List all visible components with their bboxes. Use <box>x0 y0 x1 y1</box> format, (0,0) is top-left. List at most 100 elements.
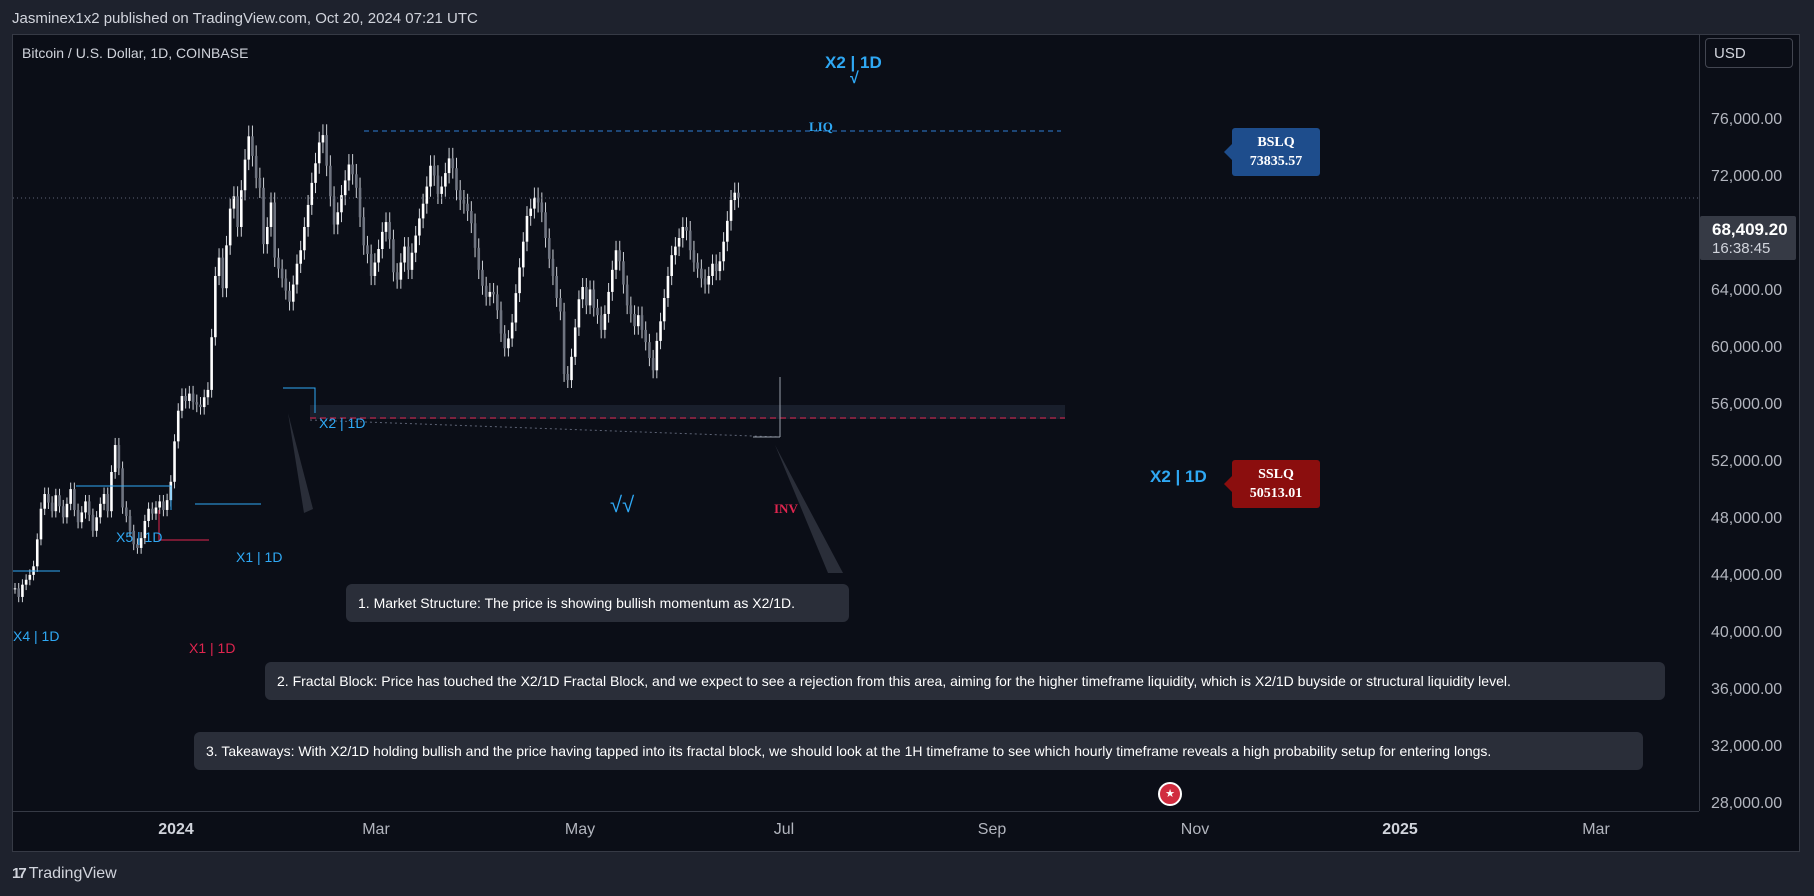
candle-body <box>35 539 39 567</box>
note2-pointer <box>775 445 843 573</box>
note-market-structure: 1. Market Structure: The price is showin… <box>346 584 849 622</box>
candle-body <box>247 136 251 160</box>
bslq-badge: BSLQ 73835.57 <box>1224 128 1320 176</box>
candle-body <box>195 402 199 405</box>
candle-body <box>507 338 510 349</box>
candle-body <box>544 212 547 239</box>
candle-body <box>321 135 325 143</box>
candle-body <box>139 538 143 548</box>
candle-body <box>58 495 61 507</box>
candle-body <box>17 588 21 597</box>
candle-body <box>65 503 69 518</box>
us-flag-event-icon[interactable]: ★ <box>1158 782 1182 806</box>
candle-body <box>73 489 76 510</box>
sslq-title: SSLQ <box>1258 467 1294 482</box>
candle-body <box>444 173 447 187</box>
candle-body <box>176 410 180 442</box>
candle-body <box>629 305 633 314</box>
candle-body <box>714 263 718 272</box>
time-axis[interactable] <box>13 811 1699 852</box>
candle-body <box>599 315 603 330</box>
candle-body <box>240 190 243 227</box>
candle-body <box>559 298 562 312</box>
candle-body <box>510 322 514 339</box>
x-tick-label: Sep <box>977 821 1007 838</box>
inv-label: INV <box>774 501 798 516</box>
candle-body <box>503 333 507 349</box>
tradingview-logo-icon: 17 <box>12 865 27 882</box>
candle-body <box>607 291 610 314</box>
candle-body <box>373 262 377 276</box>
candle-body <box>87 501 91 515</box>
sslq-value: 50513.01 <box>1249 486 1303 501</box>
candle-body <box>662 298 666 322</box>
candle-body <box>425 186 429 204</box>
candle-body <box>470 211 473 224</box>
brand-name: TradingView <box>28 865 117 882</box>
candle-body <box>199 404 202 408</box>
liq-label: LIQ <box>809 119 833 134</box>
chart-area[interactable] <box>13 35 1699 811</box>
candle-body <box>551 258 555 276</box>
candle-body <box>84 501 87 513</box>
currency-selector[interactable]: USD <box>1705 38 1793 68</box>
candle-body <box>581 287 584 300</box>
price-axis[interactable] <box>1699 35 1800 811</box>
candle-body <box>573 327 577 357</box>
candle-body <box>711 263 714 276</box>
y-tick-label: 72,000.00 <box>1711 168 1783 185</box>
candle-body <box>202 397 206 408</box>
x-tick-label: Jul <box>773 821 795 838</box>
candle-body <box>80 512 84 523</box>
candle-body <box>625 284 629 306</box>
candle-body <box>488 291 492 297</box>
candle-body <box>295 263 299 285</box>
candle-body <box>288 290 291 302</box>
candle-body <box>603 313 607 330</box>
candle-body <box>154 507 158 514</box>
publish-bar: Jasminex1x2 published on TradingView.com… <box>0 0 1814 34</box>
candle-body <box>351 164 354 175</box>
candle-body <box>685 226 688 231</box>
x5-tag: X5 | 1D <box>116 529 163 545</box>
candle-body <box>277 257 280 269</box>
candle-body <box>355 174 358 188</box>
candle-body <box>50 502 54 512</box>
candle-body <box>95 517 98 531</box>
candle-body <box>184 396 187 401</box>
last-price-tag: 68,409.20 16:38:45 <box>1700 216 1796 260</box>
bar-countdown: 16:38:45 <box>1712 240 1771 257</box>
candle-body <box>228 208 232 246</box>
candle-body <box>447 158 451 174</box>
candle-body <box>492 291 495 295</box>
footer <box>0 852 1814 896</box>
candle-body <box>481 269 484 286</box>
candle-body <box>648 342 651 359</box>
candle-body <box>303 226 306 251</box>
candle-body <box>473 223 477 248</box>
candle-body <box>466 203 469 212</box>
candle-body <box>336 212 340 225</box>
candle-body <box>518 267 521 294</box>
x5-box <box>76 485 172 510</box>
candle-body <box>399 262 403 280</box>
price-chart[interactable] <box>13 35 1699 811</box>
candle-body <box>618 250 622 262</box>
candle-body <box>121 468 124 508</box>
candle-body <box>562 311 566 374</box>
y-tick-label: 48,000.00 <box>1711 510 1783 527</box>
candle-body <box>436 175 440 194</box>
candle-body <box>24 579 28 585</box>
candle-body <box>158 501 161 508</box>
x-tick-label: Mar <box>362 821 390 838</box>
candle-body <box>666 275 670 299</box>
last-price: 68,409.20 <box>1712 220 1788 239</box>
candle-body <box>262 187 265 245</box>
candle-body <box>644 329 647 343</box>
candle-body <box>384 222 388 232</box>
candle-body <box>499 310 503 334</box>
candle-body <box>670 255 673 276</box>
candle-body <box>69 489 72 504</box>
tradingview-logo[interactable]: 17 TradingView <box>12 865 117 883</box>
candle-body <box>496 294 499 311</box>
